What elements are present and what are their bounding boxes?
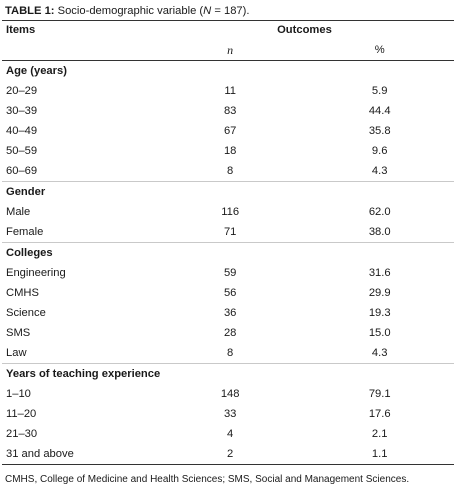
row-item: 40–49 xyxy=(6,125,38,137)
row-item: 11–20 xyxy=(6,408,37,420)
row-count: 11 xyxy=(224,85,236,97)
row-percent: 19.3 xyxy=(368,307,391,319)
row-percent: 4.3 xyxy=(371,165,388,177)
caption-total: = 187). xyxy=(211,5,250,17)
row-count: 59 xyxy=(223,267,237,279)
row-percent: 17.6 xyxy=(368,408,391,420)
row-count: 67 xyxy=(223,125,237,137)
row-count: 36 xyxy=(223,307,237,319)
row-percent: 29.9 xyxy=(368,287,391,299)
section-title: Years of teaching experience xyxy=(2,363,454,384)
row-count: 4 xyxy=(227,428,234,440)
row-percent: 44.4 xyxy=(368,105,391,117)
caption-label: TABLE 1: xyxy=(5,5,55,17)
row-percent: 5.9 xyxy=(371,85,388,97)
row-count: 71 xyxy=(223,226,237,238)
row-count: 33 xyxy=(223,408,237,420)
row-count: 8 xyxy=(227,165,234,177)
table-row: Engineering 59 31.6 xyxy=(2,263,454,283)
table-row: CMHS 56 29.9 xyxy=(2,283,454,303)
table-row: Male 116 62.0 xyxy=(2,202,454,222)
row-item: 21–30 xyxy=(6,428,38,440)
percent-header: % xyxy=(305,40,454,61)
section-header-row: Age (years) xyxy=(2,61,454,82)
table-footnote: CMHS, College of Medicine and Health Sci… xyxy=(5,474,410,485)
row-item: CMHS xyxy=(6,287,39,299)
table-row: 11–20 33 17.6 xyxy=(2,404,454,424)
outcomes-header: Outcomes xyxy=(154,20,454,40)
row-count: 2 xyxy=(154,444,306,465)
table-body: Age (years) 20–29 11 5.9 30–39 83 44.4 40–49 67 3… xyxy=(2,61,454,465)
row-percent: 1.1 xyxy=(305,444,454,465)
row-percent: 62.0 xyxy=(368,206,391,218)
row-item: Female xyxy=(6,226,44,238)
section-header-row: Years of teaching experience xyxy=(2,363,454,384)
caption-n-symbol: N xyxy=(203,5,212,17)
items-header: Items xyxy=(2,20,155,40)
row-item: 31 and above xyxy=(2,444,155,465)
section-title: Gender xyxy=(2,181,454,202)
row-item: Engineering xyxy=(6,267,66,279)
row-percent: 31.6 xyxy=(368,267,391,279)
row-count: 18 xyxy=(223,145,237,157)
row-percent: 2.1 xyxy=(371,428,388,440)
table-row: SMS 28 15.0 xyxy=(2,323,454,343)
section-title: Colleges xyxy=(2,242,454,263)
table-row: 50–59 18 9.6 xyxy=(2,141,454,161)
row-percent: 79.1 xyxy=(368,388,391,400)
socio-demographic-table: Items Outcomes n % Age (years) 20–29 11 5.9… xyxy=(2,20,454,465)
row-count: 28 xyxy=(223,327,237,339)
header-row: Items Outcomes xyxy=(2,20,454,40)
section-header-row: Colleges xyxy=(2,242,454,263)
row-item: Male xyxy=(6,206,31,218)
row-count: 56 xyxy=(223,287,237,299)
table-row: 1–10 148 79.1 xyxy=(2,384,454,404)
section-header-row: Gender xyxy=(2,181,454,202)
row-percent: 4.3 xyxy=(371,347,388,359)
row-count: 148 xyxy=(220,388,240,400)
row-item: Law xyxy=(6,347,27,359)
table-row: Law 8 4.3 xyxy=(2,343,454,364)
caption-text: Socio-demographic variable ( xyxy=(54,5,204,17)
table-row: 30–39 83 44.4 xyxy=(2,101,454,121)
row-item: 1–10 xyxy=(6,388,31,400)
row-percent: 9.6 xyxy=(371,145,388,157)
table-caption: TABLE 1: Socio-demographic variable (N =… xyxy=(2,0,454,20)
section-title: Age (years) xyxy=(6,65,67,77)
n-header: n xyxy=(154,40,306,61)
row-percent: 35.8 xyxy=(368,125,391,137)
table-row: Female 71 38.0 xyxy=(2,222,454,243)
row-count: 116 xyxy=(221,206,240,218)
row-item: 60–69 xyxy=(6,165,38,177)
subheader-row: n % xyxy=(2,40,454,61)
row-item: SMS xyxy=(6,327,31,339)
row-item: Science xyxy=(6,307,46,319)
row-percent: 15.0 xyxy=(368,327,391,339)
row-item: 50–59 xyxy=(6,145,38,157)
row-item: 30–39 xyxy=(6,105,38,117)
table-row: Science 36 19.3 xyxy=(2,303,454,323)
table-row: 31 and above 2 1.1 xyxy=(2,444,454,465)
table-row: 60–69 8 4.3 xyxy=(2,161,454,182)
row-percent: 38.0 xyxy=(368,226,391,238)
table-row: 21–30 4 2.1 xyxy=(2,424,454,444)
row-item: 20–29 xyxy=(6,85,38,97)
table-row: 40–49 67 35.8 xyxy=(2,121,454,141)
row-count: 83 xyxy=(223,105,237,117)
table-row: 20–29 11 5.9 xyxy=(2,81,454,101)
row-count: 8 xyxy=(227,347,234,359)
